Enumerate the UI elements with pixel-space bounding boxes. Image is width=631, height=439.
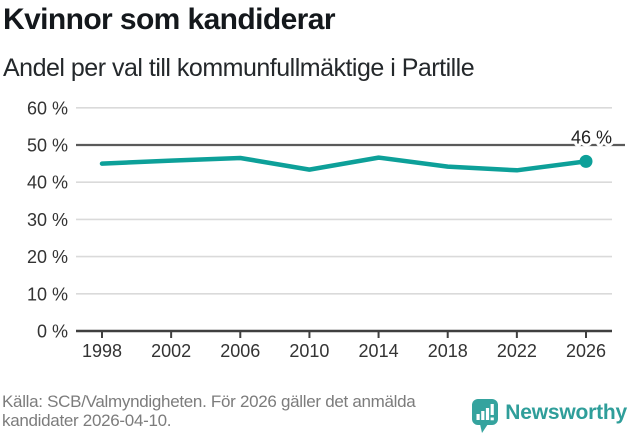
- x-axis-label: 2002: [151, 341, 191, 361]
- x-axis-label: 2026: [566, 341, 606, 361]
- x-axis-label: 2006: [220, 341, 260, 361]
- page-subtitle: Andel per val till kommunfullmäktige i P…: [3, 54, 475, 82]
- y-axis-label: 0 %: [37, 322, 68, 342]
- newsworthy-wordmark: Newsworthy: [505, 400, 627, 424]
- y-axis-label: 30 %: [27, 210, 68, 230]
- source-note: Källa: SCB/Valmyndigheten. För 2026 gäll…: [2, 392, 416, 430]
- trend-line: [99, 155, 589, 173]
- x-axis-label: 1998: [82, 341, 122, 361]
- newsworthy-icon: [472, 399, 499, 433]
- x-axis-label: 2010: [289, 341, 329, 361]
- footer: Källa: SCB/Valmyndigheten. För 2026 gäll…: [0, 392, 631, 439]
- y-axis-label: 10 %: [27, 284, 68, 304]
- x-axis-label: 2014: [359, 341, 399, 361]
- newsworthy-logo: Newsworthy: [472, 399, 627, 434]
- x-axis-label: 2018: [428, 341, 468, 361]
- end-point-marker: [579, 154, 593, 168]
- page-title: Kvinnor som kandiderar: [3, 3, 335, 36]
- y-axis-label: 40 %: [27, 173, 68, 193]
- x-axis-label: 2022: [497, 341, 537, 361]
- y-axis-label: 60 %: [27, 98, 68, 118]
- y-axis-label: 20 %: [27, 247, 68, 267]
- end-value-label: 46 %: [571, 128, 612, 148]
- y-axis-label: 50 %: [27, 136, 68, 156]
